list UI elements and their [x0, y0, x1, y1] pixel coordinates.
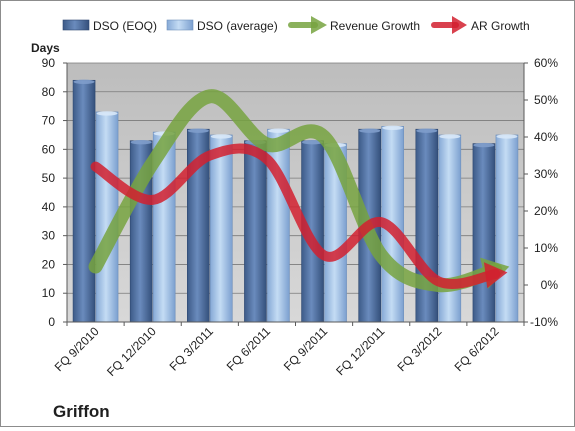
right-tick-label: 10% [534, 241, 558, 255]
right-axis-ticks: -10% 0% 10% 20% 30% 40% 50% 60% [524, 56, 558, 329]
bar-cap-dso-average [382, 126, 403, 130]
legend: DSO (EOQ) DSO (average) Revenue Growth A… [63, 16, 530, 34]
right-tick-label: 50% [534, 93, 558, 107]
left-tick-label: 70 [42, 114, 56, 128]
x-tick-label: FQ 6/2012 [452, 324, 502, 374]
right-tick-label: 20% [534, 204, 558, 218]
legend-arrow-revenue-growth [291, 16, 327, 34]
right-tick-label: -10% [530, 315, 558, 329]
left-tick-label: 10 [42, 286, 56, 300]
left-axis-ticks: 0 10 20 30 40 50 60 70 80 90 [42, 56, 67, 329]
bar-cap-dso-average [439, 134, 460, 138]
bar-cap-dso-average [268, 128, 289, 132]
x-tick-label: FQ 9/2010 [52, 324, 102, 374]
x-tick-label: FQ 12/2010 [104, 324, 159, 379]
bar-cap-dso-average [211, 134, 232, 138]
x-tick-label: FQ 6/2011 [224, 324, 274, 374]
x-tick-label: FQ 3/2012 [394, 324, 444, 374]
bar-dso-average-fq-3-2011 [210, 135, 232, 322]
legend-arrow-ar-growth [434, 16, 467, 34]
legend-swatch-dso-eoq [63, 20, 89, 30]
legend-swatch-dso-average [167, 20, 193, 30]
y-left-axis-title: Days [31, 41, 60, 55]
left-tick-label: 60 [42, 142, 56, 156]
left-tick-label: 40 [42, 200, 56, 214]
left-tick-label: 20 [42, 257, 56, 271]
x-tick-label: FQ 12/2011 [333, 324, 387, 378]
company-name: Griffon [53, 402, 110, 421]
legend-label-dso-eoq: DSO (EOQ) [93, 19, 157, 33]
bar-dso-eoq-fq-6-2011 [244, 141, 266, 322]
left-tick-label: 90 [42, 56, 56, 70]
left-tick-label: 50 [42, 171, 56, 185]
x-tick-label: FQ 9/2011 [281, 324, 331, 374]
bar-dso-eoq-fq-6-2012 [473, 144, 495, 322]
bar-cap-dso-eoq [473, 143, 494, 147]
bar-dso-eoq-fq-9-2010 [73, 80, 95, 322]
right-tick-label: 0% [541, 278, 559, 292]
bar-cap-dso-eoq [74, 80, 95, 84]
right-tick-label: 40% [534, 130, 558, 144]
bar-dso-average-fq-3-2012 [439, 135, 461, 322]
bar-cap-dso-average [97, 111, 118, 115]
legend-label-ar-growth: AR Growth [471, 19, 530, 33]
bar-cap-dso-eoq [188, 128, 209, 132]
bar-cap-dso-eoq [416, 128, 437, 132]
legend-label-dso-average: DSO (average) [197, 19, 278, 33]
bar-dso-average-fq-6-2012 [496, 135, 518, 322]
left-tick-label: 30 [42, 229, 56, 243]
right-tick-label: 60% [534, 56, 558, 70]
x-tick-label: FQ 3/2011 [167, 324, 217, 374]
legend-label-revenue-growth: Revenue Growth [330, 19, 420, 33]
bar-cap-dso-average [496, 134, 517, 138]
bar-dso-eoq-fq-3-2012 [416, 129, 438, 322]
left-tick-label: 0 [48, 315, 55, 329]
bar-cap-dso-eoq [359, 128, 380, 132]
bar-cap-dso-eoq [131, 140, 152, 144]
right-tick-label: 30% [534, 167, 558, 181]
left-tick-label: 80 [42, 85, 56, 99]
